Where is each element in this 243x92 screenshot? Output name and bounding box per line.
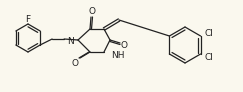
Text: Cl: Cl	[204, 30, 213, 38]
Text: O: O	[121, 40, 128, 49]
Text: NH: NH	[111, 51, 124, 60]
Text: O: O	[88, 8, 95, 16]
Text: Cl: Cl	[204, 53, 213, 61]
Text: N: N	[67, 37, 74, 46]
Text: O: O	[71, 59, 78, 68]
Text: F: F	[26, 15, 31, 23]
